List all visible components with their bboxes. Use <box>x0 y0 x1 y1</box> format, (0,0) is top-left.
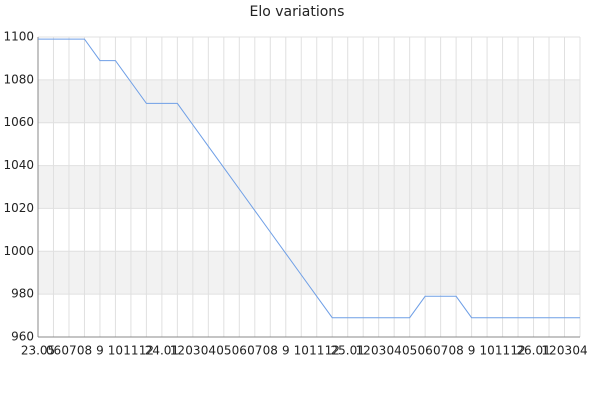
x-tick-label: 10 <box>108 344 123 358</box>
band <box>38 251 580 295</box>
x-tick-label: 10 <box>294 344 309 358</box>
series-line <box>38 38 580 319</box>
chart-title: Elo variations <box>250 4 345 20</box>
x-tick-label: 08 <box>77 344 92 358</box>
y-tick-label: 1000 <box>3 244 34 258</box>
x-tick-label: 9 <box>96 344 104 358</box>
x-tick-label: 11 <box>495 344 510 358</box>
x-tick-label: 12 <box>139 344 154 358</box>
x-tick-label: 08 <box>263 344 278 358</box>
x-tick-label: 12 <box>510 344 525 358</box>
x-tick-label: 04 <box>387 344 402 358</box>
x-tick-label: 03 <box>371 344 386 358</box>
x-tick-label: 23.05 <box>21 344 55 358</box>
x-tick-label: 03 <box>557 344 572 358</box>
y-tick-label: 1060 <box>3 115 34 129</box>
band <box>38 165 580 209</box>
x-tick-label: 10 <box>479 344 494 358</box>
x-tick-label: 12 <box>541 344 556 358</box>
x-tick-label: 25.01 <box>331 344 365 358</box>
x-tick-label: 05 <box>216 344 231 358</box>
x-tick-label: 12 <box>325 344 340 358</box>
x-tick-label: 11 <box>123 344 138 358</box>
x-tick-label: 12 <box>170 344 185 358</box>
x-tick-label: 12 <box>356 344 371 358</box>
y-tick-label: 960 <box>11 330 34 344</box>
x-tick-label: 24.01 <box>145 344 179 358</box>
y-tick-label: 980 <box>11 287 34 301</box>
x-tick-label: 26.01 <box>516 344 550 358</box>
x-tick-label: 04 <box>572 344 587 358</box>
x-tick-label: 07 <box>433 344 448 358</box>
y-tick-label: 1020 <box>3 201 34 215</box>
x-tick-label: 07 <box>247 344 262 358</box>
x-tick-label: 04 <box>201 344 216 358</box>
x-tick-label: 06 <box>418 344 433 358</box>
x-tick-label: 11 <box>309 344 324 358</box>
x-tick-label: 06 <box>232 344 247 358</box>
x-tick-label: 03 <box>185 344 200 358</box>
x-tick-label: 07 <box>61 344 76 358</box>
y-tick-label: 1080 <box>3 72 34 86</box>
y-tick-label: 1040 <box>3 158 34 172</box>
x-tick-label: 9 <box>282 344 290 358</box>
x-tick-label: 06 <box>46 344 61 358</box>
x-tick-label: 05 <box>402 344 417 358</box>
x-tick-label: 08 <box>448 344 463 358</box>
band <box>38 79 580 123</box>
x-tick-label: 9 <box>468 344 476 358</box>
y-tick-label: 1100 <box>3 30 34 44</box>
